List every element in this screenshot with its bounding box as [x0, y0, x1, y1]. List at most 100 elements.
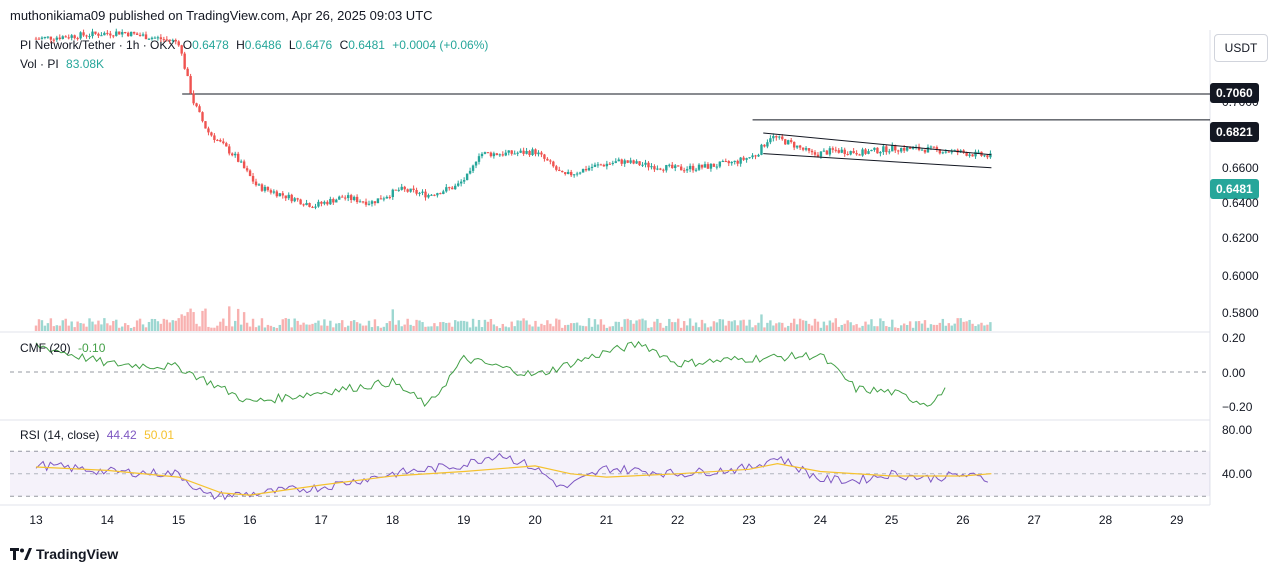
volume-bar [804, 320, 808, 331]
volume-bar [445, 322, 448, 331]
volume-bar [879, 318, 882, 331]
candle-body [507, 150, 510, 153]
volume-bar [418, 320, 421, 331]
candle-body [572, 174, 576, 176]
volume-bar [320, 325, 323, 331]
candle-body [709, 163, 713, 169]
volume-bar [870, 319, 873, 331]
volume-bar [355, 322, 359, 331]
volume-bar [129, 327, 133, 331]
volume-bar [760, 314, 763, 331]
volume-bar [733, 320, 736, 331]
price-tick: 0.6000 [1222, 269, 1259, 283]
candle-body [882, 146, 885, 152]
candle-body [177, 41, 180, 46]
candle-body [495, 153, 499, 156]
high-label: H [236, 38, 245, 52]
volume-bar [156, 321, 160, 331]
candle-body [115, 31, 118, 36]
candle-body [593, 164, 597, 167]
volume-bar [715, 322, 719, 331]
candle-body [269, 190, 273, 193]
tradingview-logo[interactable]: TradingView [10, 546, 118, 562]
volume-bar [135, 320, 139, 331]
candle-body [385, 196, 389, 199]
candle-body [391, 189, 394, 198]
candle-body [85, 35, 88, 37]
volume-bar [552, 326, 555, 331]
volume-label[interactable]: Vol · PI [20, 57, 59, 71]
volume-bar [843, 323, 846, 331]
volume-bar [204, 308, 207, 331]
symbol-name[interactable]: PI Network/Tether · 1h · OKX [20, 38, 176, 52]
volume-bar [338, 323, 341, 331]
candle-body [341, 196, 344, 198]
volume-bar [430, 326, 433, 331]
candle-body [876, 147, 879, 154]
volume-bar [361, 325, 365, 331]
candle-body [742, 157, 745, 160]
date-tick: 26 [956, 513, 970, 527]
volume-bar [519, 320, 522, 331]
volume-bar [626, 318, 629, 331]
candle-body [159, 37, 163, 40]
candle-body [760, 144, 763, 155]
candle-body [932, 146, 936, 148]
volume-bar [834, 318, 837, 331]
volume-bar [653, 321, 656, 331]
resistance-2-tag: 0.6821 [1210, 122, 1259, 142]
volume-bar [691, 325, 695, 331]
candle-body [82, 32, 85, 36]
candle-body [739, 157, 742, 164]
candle-body [123, 32, 127, 34]
volume-bar [947, 323, 950, 331]
volume-bar [236, 308, 240, 331]
candle-body [442, 191, 445, 194]
candle-body [349, 195, 353, 200]
rsi-label[interactable]: RSI (14, close) [20, 428, 100, 442]
candle-body [189, 76, 192, 94]
candle-body [132, 31, 136, 34]
candle-body [858, 154, 861, 156]
candle-body [480, 153, 484, 157]
candle-body [186, 68, 189, 77]
cmf-legend: CMF (20) -0.10 [20, 341, 109, 355]
candle-body [894, 145, 897, 151]
volume-bar [58, 325, 61, 331]
price-tick: 0.6600 [1222, 161, 1259, 175]
currency-unit-button[interactable]: USDT [1214, 34, 1268, 62]
volume-bar [376, 326, 380, 331]
volume-bar [567, 324, 570, 331]
candle-body [614, 161, 617, 163]
volume-bar [525, 320, 528, 331]
candle-body [489, 152, 493, 157]
volume-bar [462, 320, 466, 331]
volume-bar [263, 327, 267, 331]
volume-bar [932, 324, 936, 331]
volume-bar [234, 320, 237, 331]
volume-bar [106, 323, 109, 331]
candle-body [629, 160, 632, 163]
volume-bar [138, 318, 142, 331]
candle-body [721, 161, 725, 163]
volume-bar [751, 327, 754, 331]
resistance-1-tag: 0.7060 [1210, 83, 1259, 103]
symbol-legend: PI Network/Tether · 1h · OKX O0.6478 H0.… [20, 38, 492, 52]
volume-bar [403, 324, 406, 331]
volume-bar [272, 327, 276, 331]
volume-bar [498, 327, 502, 331]
candle-body [468, 170, 472, 174]
volume-bar [724, 325, 727, 331]
candle-body [733, 160, 736, 162]
candle-body [626, 160, 629, 163]
candle-body [697, 164, 701, 170]
candle-body [477, 156, 481, 162]
candle-body [91, 31, 94, 37]
volume-bar [112, 321, 115, 331]
candle-body [769, 138, 772, 143]
candle-body [236, 153, 240, 162]
candle-body [700, 164, 704, 168]
candle-body [498, 154, 502, 156]
cmf-label[interactable]: CMF (20) [20, 341, 71, 355]
